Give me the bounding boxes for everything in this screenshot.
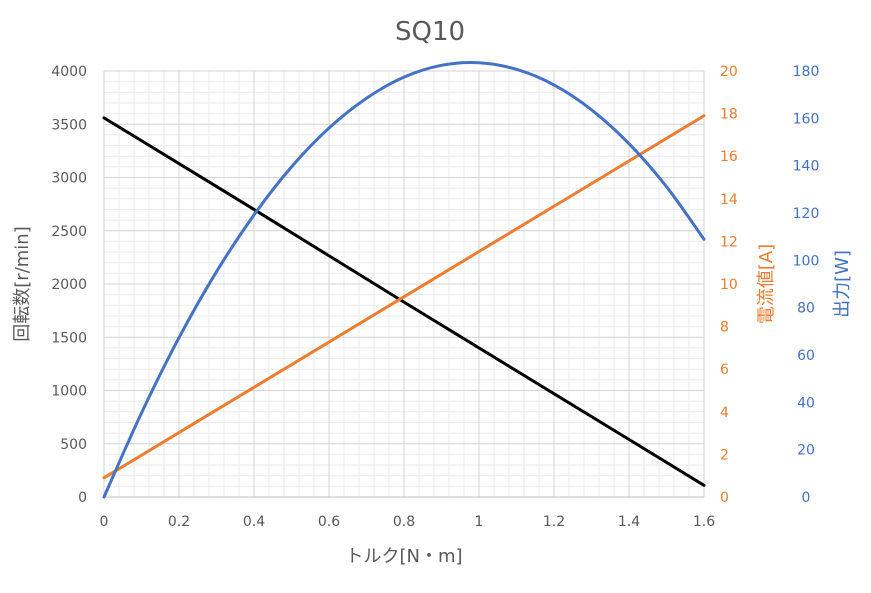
current-tick-label: 4 (720, 405, 729, 421)
current-axis-title: 電流値[A] (756, 244, 777, 324)
major-grid (103, 70, 705, 498)
x-tick-labels: 0 0.2 0.4 0.6 0.8 1 1.2 1.4 1.6 (100, 514, 716, 530)
left-tick-label: 3500 (51, 117, 87, 133)
speed-series-line (102, 116, 706, 487)
current-tick-label: 6 (720, 362, 729, 378)
current-tick-labels: 0 2 4 6 8 10 12 14 16 18 20 (720, 64, 738, 506)
current-tick-label: 20 (720, 64, 738, 80)
power-tick-labels: 0 20 40 60 80 100 120 140 160 180 (793, 64, 820, 506)
current-tick-label: 16 (720, 149, 738, 165)
current-tick-label: 2 (720, 447, 729, 463)
x-tick-label: 0.6 (318, 514, 340, 530)
current-tick-label: 14 (720, 192, 738, 208)
x-tick-label: 1.6 (693, 514, 715, 530)
left-tick-label: 2000 (51, 277, 87, 293)
x-tick-label: 0.2 (168, 514, 190, 530)
left-tick-label: 2500 (51, 224, 87, 240)
left-axis-title: 回転数[r/min] (12, 226, 33, 341)
x-tick-label: 1 (475, 514, 484, 530)
x-tick-label: 0 (100, 514, 109, 530)
left-tick-label: 0 (78, 490, 87, 506)
power-tick-label: 20 (797, 443, 815, 459)
power-tick-label: 100 (793, 253, 820, 269)
power-series-line (102, 61, 706, 499)
x-tick-label: 0.8 (393, 514, 415, 530)
left-tick-label: 500 (60, 437, 87, 453)
left-tick-label: 1000 (51, 384, 87, 400)
power-axis-title: 出力[W] (832, 250, 853, 318)
current-series-line (102, 114, 706, 480)
chart-title: SQ10 (395, 17, 465, 47)
left-tick-label: 4000 (51, 64, 87, 80)
current-tick-label: 10 (720, 277, 738, 293)
power-tick-label: 140 (793, 159, 820, 175)
x-tick-label: 1.4 (618, 514, 640, 530)
power-tick-label: 80 (797, 301, 815, 317)
left-tick-labels: 0 500 1000 1500 2000 2500 3000 3500 4000 (51, 64, 87, 506)
x-axis-title: トルク[N・m] (345, 546, 462, 567)
power-tick-label: 40 (797, 395, 815, 411)
x-tick-label: 0.4 (243, 514, 265, 530)
current-tick-label: 12 (720, 234, 738, 250)
current-tick-label: 8 (720, 320, 729, 336)
power-tick-label: 0 (802, 490, 811, 506)
power-tick-label: 60 (797, 348, 815, 364)
current-tick-label: 18 (720, 107, 738, 123)
plot-area (102, 61, 706, 499)
left-tick-label: 1500 (51, 330, 87, 346)
x-tick-label: 1.2 (543, 514, 565, 530)
power-tick-label: 180 (793, 64, 820, 80)
power-tick-label: 120 (793, 206, 820, 222)
current-tick-label: 0 (720, 490, 729, 506)
power-tick-label: 160 (793, 111, 820, 127)
left-tick-label: 3000 (51, 171, 87, 187)
